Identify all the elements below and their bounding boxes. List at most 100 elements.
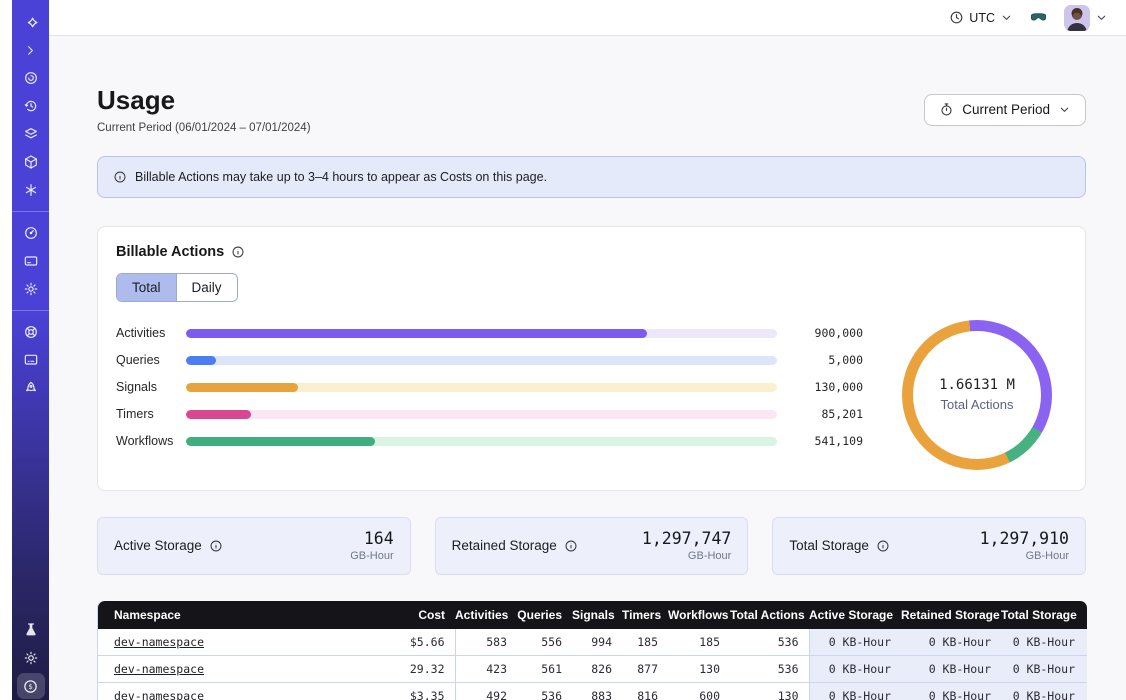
page-title: Usage — [97, 85, 176, 115]
info-banner: Billable Actions may take up to 3–4 hour… — [97, 155, 1086, 198]
info-icon[interactable] — [231, 245, 245, 259]
chevron-right-icon — [28, 45, 33, 55]
namespace-link[interactable]: dev-namespace — [114, 661, 205, 676]
storage-card-value: 164 — [363, 529, 394, 549]
info-icon — [113, 170, 127, 184]
dollar-coin-icon: $ — [24, 679, 37, 693]
cell-total_actions: 130 — [730, 682, 810, 700]
bar-label: Workflows — [116, 434, 174, 449]
tab-daily[interactable]: Daily — [175, 273, 237, 301]
col-header-namespace: Namespace — [98, 600, 358, 629]
sidebar-item-chevron-right[interactable] — [17, 37, 45, 63]
bar-value: 85,201 — [821, 407, 863, 422]
sidebar-item-temporal-logo[interactable] — [17, 9, 45, 35]
sidebar-item-monitor[interactable] — [17, 347, 45, 373]
cell-total_storage: 0 KB-Hour — [1001, 628, 1087, 656]
chevron-down-icon — [1058, 103, 1071, 116]
billable-view-tabs: Total Daily — [116, 272, 238, 302]
sidebar-divider — [12, 310, 49, 311]
stopwatch-icon — [939, 102, 954, 117]
cell-cost: 29.32 — [358, 655, 456, 683]
clock-icon — [949, 10, 964, 25]
bar-fill — [186, 328, 647, 338]
col-header-total_actions: Total Actions — [730, 600, 809, 629]
tab-total[interactable]: Total — [117, 273, 176, 301]
account-menu[interactable] — [1064, 4, 1108, 31]
cell-retained_storage: 0 KB-Hour — [901, 628, 1001, 656]
cube-icon — [24, 155, 37, 169]
billable-actions-title: Billable Actions — [116, 243, 225, 260]
cell-namespace: dev-namespace — [98, 682, 358, 700]
cell-activities: 583 — [455, 628, 517, 656]
bar-value: 900,000 — [814, 326, 863, 341]
col-header-signals: Signals — [572, 600, 622, 629]
namespace-link[interactable]: dev-namespace — [114, 688, 205, 700]
bar-label: Queries — [116, 353, 160, 368]
timezone-selector[interactable]: UTC — [949, 10, 1013, 25]
cell-timers: 185 — [622, 628, 668, 656]
timezone-label: UTC — [969, 10, 995, 25]
asterisk-icon — [25, 184, 36, 196]
bar-track — [186, 409, 777, 419]
cell-queries: 536 — [517, 682, 572, 700]
layers-icon — [24, 128, 37, 139]
sidebar-item-cube[interactable] — [17, 149, 45, 175]
cell-total_storage: 0 KB-Hour — [1001, 682, 1087, 700]
cell-timers: 816 — [622, 682, 668, 700]
period-dropdown-button[interactable]: Current Period — [924, 93, 1086, 126]
info-icon[interactable] — [209, 539, 223, 553]
col-header-active_storage: Active Storage — [809, 600, 901, 629]
total-actions-donut-chart: 1.66131 M Total Actions — [902, 319, 1052, 470]
bar-row-timers: Timers 85,201 — [116, 401, 863, 428]
feature-preview-button[interactable] — [1029, 8, 1048, 27]
bar-track — [186, 436, 777, 446]
bar-label: Signals — [116, 380, 157, 395]
sidebar-item-namespaces[interactable] — [17, 65, 45, 91]
sidebar-divider — [12, 211, 49, 212]
lifebuoy-icon — [24, 326, 37, 338]
cell-signals: 826 — [572, 655, 622, 683]
history-icon — [24, 100, 36, 112]
storage-card-label: Total Storage — [789, 538, 869, 554]
gauge-icon — [24, 227, 37, 239]
col-header-cost: Cost — [358, 600, 455, 629]
sidebar-item-flask[interactable] — [17, 617, 45, 643]
bar-row-workflows: Workflows 541,109 — [116, 428, 863, 455]
col-header-workflows: Workflows — [668, 600, 730, 629]
sidebar-item-gear[interactable] — [17, 276, 45, 302]
bar-fill — [186, 436, 376, 446]
col-header-timers: Timers — [622, 600, 668, 629]
chevron-down-icon — [1095, 11, 1108, 24]
table-row: dev-namespace $5.66 583 556 994 185 185 536 0 KB… — [98, 628, 1087, 656]
sidebar-item-gauge[interactable] — [17, 220, 45, 246]
sidebar-item-sun[interactable] — [17, 645, 45, 671]
sidebar-item-credit-card[interactable] — [17, 248, 45, 274]
donut-total-value: 1.66131 M — [939, 377, 1015, 394]
sidebar-item-layers[interactable] — [17, 121, 45, 147]
chevron-down-icon — [1000, 11, 1013, 24]
sidebar-item-dollar-coin[interactable]: $ — [16, 673, 45, 699]
period-dropdown-label: Current Period — [962, 102, 1050, 118]
cell-active_storage: 0 KB-Hour — [809, 628, 901, 656]
sidebar-item-history[interactable] — [17, 93, 45, 119]
cell-total_actions: 536 — [730, 655, 810, 683]
rocket-icon — [25, 381, 36, 392]
svg-text:$: $ — [28, 682, 33, 691]
info-icon[interactable] — [564, 539, 578, 553]
sidebar-item-asterisk[interactable] — [17, 177, 45, 203]
current-period-subtitle: Current Period (06/01/2024 – 07/01/2024) — [97, 121, 311, 134]
cell-namespace: dev-namespace — [98, 655, 358, 683]
active-storage-card: Active Storage 164 GB-Hour — [97, 516, 411, 575]
bar-track — [186, 382, 777, 392]
cell-activities: 423 — [455, 655, 517, 683]
col-header-queries: Queries — [517, 600, 572, 629]
cell-workflows: 600 — [668, 682, 730, 700]
storage-card-label: Retained Storage — [451, 538, 557, 554]
sidebar-item-rocket[interactable] — [17, 375, 45, 401]
cell-retained_storage: 0 KB-Hour — [901, 682, 1001, 700]
sidebar-item-lifebuoy[interactable] — [17, 319, 45, 345]
info-icon[interactable] — [876, 539, 890, 553]
namespace-link[interactable]: dev-namespace — [114, 634, 205, 649]
donut-total-label: Total Actions — [940, 397, 1014, 413]
cell-workflows: 130 — [668, 655, 730, 683]
